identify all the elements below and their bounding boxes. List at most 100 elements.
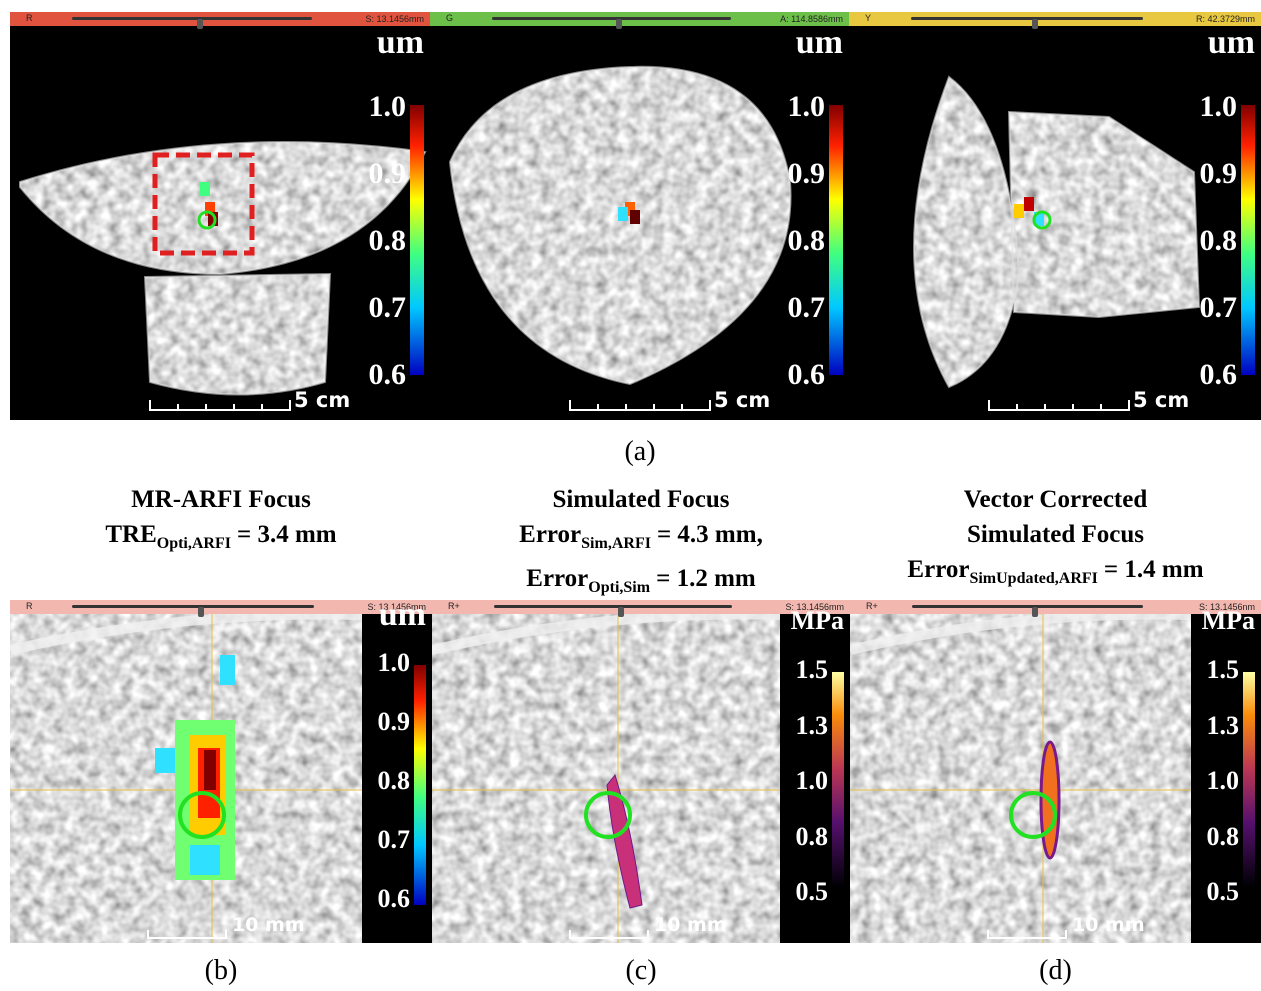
title-line: Simulated Focus <box>846 517 1261 552</box>
title-text: Vector Corrected <box>963 486 1148 513</box>
slice-position: R: 42.3729mm <box>1195 14 1255 24</box>
colorbar-unit: um <box>378 600 426 633</box>
caption: (a) <box>624 436 656 467</box>
top-panel: R S: 13.1456mm um 1.0 0.9 0.8 0.7 0.6 5 cm <box>10 12 430 420</box>
title-line: TREOpti,ARFI = 3.4 mm <box>11 517 431 561</box>
bottom-panel: R+ S: 13.1456mm MPa 1.5 1.3 1.0 0.8 0.5 10 mm <box>432 600 850 943</box>
tissue-edge <box>913 75 1201 389</box>
focus-circle <box>1032 210 1052 230</box>
colorbar-tick-label: 1.0 <box>1199 90 1238 123</box>
colorbar-tick-label: 1.5 <box>795 655 829 684</box>
tissue <box>850 600 1191 943</box>
slider-knob <box>617 607 624 617</box>
heat-pixel <box>630 210 640 224</box>
scale-label: 10 mm <box>232 914 305 936</box>
slider-track <box>492 17 731 29</box>
slider-knob <box>616 19 623 29</box>
scale-label: 5 cm <box>1133 388 1190 412</box>
heat-pixel <box>220 655 235 685</box>
tissue-edge <box>432 609 781 655</box>
colorbar-unit: um <box>795 24 843 61</box>
scale-bar <box>147 930 227 939</box>
colorbar-tick-label: 0.8 <box>377 766 411 795</box>
title-line: ErrorOpti,Sim = 1.2 mm <box>431 561 851 605</box>
colorbar <box>1243 672 1255 887</box>
title-line: MR-ARFI Focus <box>11 482 431 517</box>
heat-pixel <box>190 845 220 875</box>
bottom-panel: R S: 13.1456mm um 1.0 0.9 0.8 0.7 0.6 10 mm <box>10 600 432 943</box>
colorbar-tick-label: 0.6 <box>368 358 407 391</box>
top-panel: Y R: 42.3729mm um 1.0 0.9 0.8 0.7 0.6 5 cm <box>849 12 1261 420</box>
slice-header: R+ S: 13.1456mm <box>432 600 850 617</box>
focus-circle <box>1009 791 1057 839</box>
slice-header: R+ S: 13.1456nm <box>850 600 1261 617</box>
colorbar <box>414 665 426 905</box>
colorbar-tick-label: 0.6 <box>377 884 411 913</box>
colorbar <box>1241 105 1255 375</box>
slice-position: A: 114.8586mm <box>780 14 843 24</box>
heat-pixel <box>625 202 635 216</box>
colorbar-tick-label: 1.0 <box>368 90 407 123</box>
mri-image <box>913 75 1255 411</box>
stress-focus <box>606 773 643 909</box>
colorbar-tick-label: 0.8 <box>795 821 829 851</box>
heat-pixel <box>1034 212 1044 226</box>
slice-header: Y R: 42.3729mm <box>849 12 1261 29</box>
title-subscript: Opti,Sim <box>588 579 651 596</box>
tissue-edge <box>448 65 792 386</box>
slider-track <box>912 605 1143 617</box>
title-line: ErrorSim,ARFI = 4.3 mm, <box>431 517 851 561</box>
bottom-panel: R+ S: 13.1456nm MPa 1.5 1.3 1.0 0.8 0.5 10 mm <box>850 600 1261 943</box>
heat-pixel <box>204 750 216 790</box>
title-text: MR-ARFI Focus <box>131 486 311 513</box>
colorbar-tick-label: 0.8 <box>368 224 407 257</box>
title-rest: = 4.3 mm, <box>656 521 763 548</box>
panel-title: MR-ARFI Focus TREOpti,ARFI = 3.4 mm <box>11 482 431 561</box>
slice-position: S: 13.1456mm <box>367 602 426 612</box>
title-line: Vector Corrected <box>846 482 1261 517</box>
title-line: Simulated Focus <box>431 482 851 517</box>
view-label: R <box>26 601 33 611</box>
slider-knob <box>196 19 203 29</box>
caption: (b) <box>204 955 238 986</box>
scale-bar <box>569 400 711 411</box>
title-text: Error <box>526 565 589 592</box>
slice-position: S: 13.1456mm <box>785 602 844 612</box>
heat-pixel <box>1014 204 1024 218</box>
colorbar <box>829 105 843 375</box>
slider-track <box>494 605 732 617</box>
colorbar-tick-label: 1.0 <box>795 766 829 795</box>
view-label: R <box>26 13 33 23</box>
colorbar-tick-label: 0.7 <box>1199 291 1238 324</box>
heat-pixel <box>205 202 215 216</box>
colorbar-tick-label: 1.0 <box>1206 766 1240 795</box>
heat-pixel <box>200 182 210 196</box>
slice-position: S: 13.1456mm <box>365 14 424 24</box>
heat-pixel <box>155 748 175 773</box>
title-rest: = 3.4 mm <box>236 521 337 548</box>
colorbar-tick-label: 0.9 <box>787 157 826 190</box>
slice-header: R S: 13.1456mm <box>10 600 432 617</box>
colorbar-tick-label: 0.5 <box>1206 877 1240 906</box>
mri-zoom <box>10 600 426 943</box>
slider-knob <box>1031 19 1038 29</box>
title-rest: = 1.4 mm <box>1103 556 1204 583</box>
scale-label: 5 cm <box>294 388 351 412</box>
view-label: R+ <box>448 601 460 611</box>
scale-bar <box>569 930 649 939</box>
colorbar-tick-label: 1.0 <box>377 648 411 677</box>
slider-track <box>72 17 312 29</box>
colorbar-tick-label: 0.9 <box>1199 157 1238 190</box>
mri-image <box>19 105 427 411</box>
colorbar-tick-label: 1.0 <box>787 90 826 123</box>
focus-circle <box>197 210 217 230</box>
view-label: R+ <box>866 601 878 611</box>
colorbar-tick-label: 0.7 <box>787 291 826 324</box>
colorbar-tick-label: 0.7 <box>377 825 411 854</box>
roi-box <box>152 152 255 256</box>
slider-knob <box>1032 607 1039 617</box>
colorbar <box>410 105 424 375</box>
tissue <box>432 600 780 943</box>
colorbar-tick-label: 0.6 <box>787 358 826 391</box>
colorbar-tick-label: 0.6 <box>1199 358 1238 391</box>
